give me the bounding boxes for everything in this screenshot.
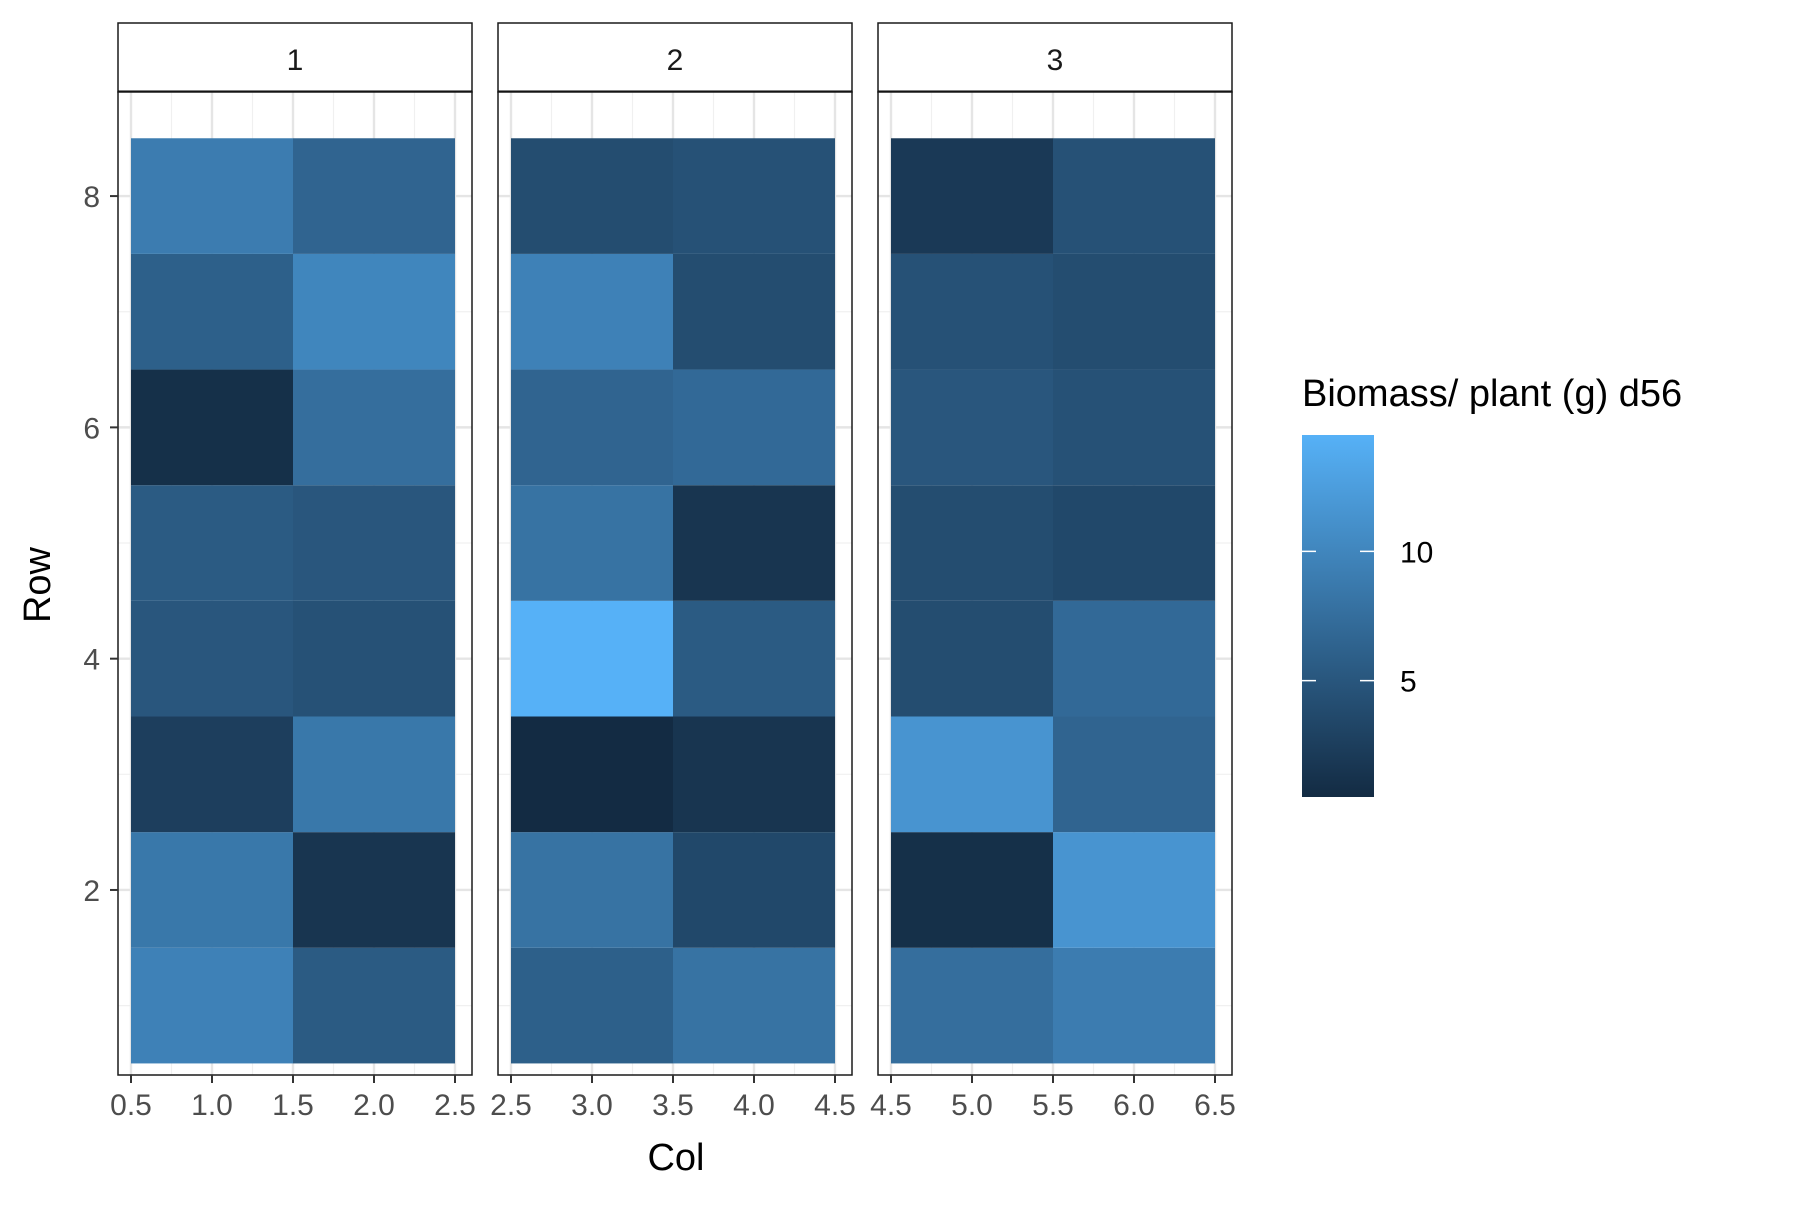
facet-panels: 1 0.5 1.0 1.5 2.0 2.5 2 2.5 3.0 3.5 4.0 4.5 3 4.5 5.0 5… [110,22,1236,1122]
heatmap-tile [131,485,293,601]
heatmap-tile [131,716,293,833]
heatmap-tile [1053,600,1215,717]
heatmap-tile [891,947,1053,1064]
heatmap-tiles [891,138,1215,1064]
y-tick-label: 8 [83,181,100,214]
heatmap-tile [131,253,293,370]
facet-strip [877,22,1233,93]
heatmap-tile [1053,485,1215,601]
heatmap-tile [131,138,293,254]
heatmap-tile [131,832,293,948]
y-tick-label: 6 [83,412,100,445]
heatmap-tile [1053,369,1215,486]
heatmap-tile [511,138,673,254]
heatmap-tile [293,716,455,833]
heatmap-tile [131,369,293,486]
heatmap-tile [673,138,835,254]
heatmap-tile [293,832,455,948]
heatmap-tile [891,253,1053,370]
x-tick-label: 6.5 [1194,1089,1236,1122]
panel-border [117,91,473,1076]
x-tick-label: 2.5 [490,1089,532,1122]
heatmap-tile [131,600,293,717]
heatmap-tile [891,832,1053,948]
facet-strip-label: 3 [1047,44,1064,77]
heatmap-tile [511,716,673,833]
heatmap-tile [293,138,455,254]
heatmap-tile [673,716,835,833]
legend-ticks: 5 10 [1302,536,1433,699]
heatmap-tile [891,600,1053,717]
heatmap-tile [673,947,835,1064]
heatmap-tile [511,369,673,486]
heatmap-tile [1053,947,1215,1064]
heatmap-tile [1053,716,1215,833]
heatmap-tile [673,253,835,370]
heatmap-tile [1053,253,1215,370]
facet-strip-label: 2 [667,44,684,77]
y-axis: 2 4 6 8 [83,181,118,908]
heatmap-tile [293,600,455,717]
heatmap-tile [511,832,673,948]
x-tick-label: 2.5 [434,1089,476,1122]
x-tick-label: 4.5 [814,1089,856,1122]
x-tick-label: 4.0 [733,1089,775,1122]
heatmap-tile [673,600,835,717]
facet-strip [117,22,473,93]
heatmap-tile [891,138,1053,254]
color-legend: Biomass/ plant (g) d56 5 10 [1302,373,1682,797]
heatmap-tile [511,485,673,601]
legend-colorbar [1302,435,1374,797]
x-tick-label: 1.0 [191,1089,233,1122]
heatmap-tile [293,253,455,370]
x-tick-label: 0.5 [110,1089,152,1122]
facet-panel-1: 1 0.5 1.0 1.5 2.0 2.5 [110,22,476,1122]
facet-strip [497,22,853,93]
legend-tick-label: 5 [1400,666,1417,699]
facet-strip-label: 1 [287,44,304,77]
x-axis-3: 4.5 5.0 5.5 6.0 6.5 [870,1075,1236,1122]
panel-border [877,91,1233,1076]
heatmap-tile [1053,832,1215,948]
heatmap-tile [1053,138,1215,254]
x-tick-label: 3.0 [571,1089,613,1122]
x-axis-title: Col [647,1137,704,1179]
x-tick-label: 3.5 [652,1089,694,1122]
x-tick-label: 1.5 [272,1089,314,1122]
heatmap-tile [891,369,1053,486]
heatmap-tile [891,716,1053,833]
y-tick-label: 4 [83,644,100,677]
heatmap-tile [673,369,835,486]
x-axis-1: 0.5 1.0 1.5 2.0 2.5 [110,1075,476,1122]
legend-title: Biomass/ plant (g) d56 [1302,373,1682,415]
facet-panel-2: 2 2.5 3.0 3.5 4.0 4.5 [490,22,856,1122]
heatmap-tile [131,947,293,1064]
heatmap-tiles [511,138,835,1064]
y-tick-label: 2 [83,875,100,908]
legend-tick-label: 10 [1400,536,1433,569]
heatmap-tile [293,485,455,601]
heatmap-tile [891,485,1053,601]
heatmap-tile [511,253,673,370]
y-axis-title: Row [17,546,59,623]
x-tick-label: 2.0 [353,1089,395,1122]
x-tick-label: 6.0 [1113,1089,1155,1122]
heatmap-tile [673,832,835,948]
facet-panel-3: 3 4.5 5.0 5.5 6.0 6.5 [870,22,1236,1122]
x-tick-label: 4.5 [870,1089,912,1122]
heatmap-tile [293,369,455,486]
x-tick-label: 5.0 [951,1089,993,1122]
panel-border [497,91,853,1076]
x-axis-2: 2.5 3.0 3.5 4.0 4.5 [490,1075,856,1122]
heatmap-tile [673,485,835,601]
heatmap-tile [511,947,673,1064]
heatmap-tile [293,947,455,1064]
x-tick-label: 5.5 [1032,1089,1074,1122]
heatmap-tiles [131,138,455,1064]
heatmap-tile [511,600,673,717]
